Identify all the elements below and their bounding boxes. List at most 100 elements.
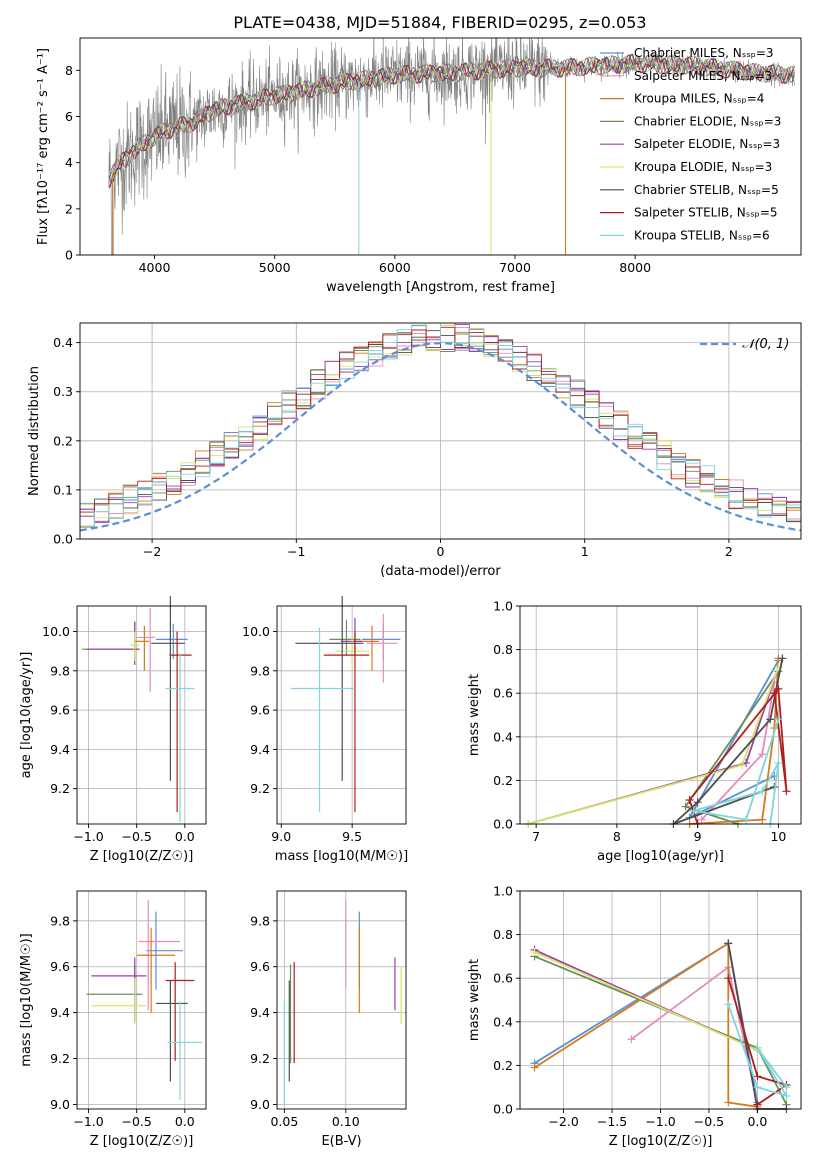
- weight-marker: [753, 1043, 762, 1052]
- y-tick-label: 9.0: [50, 1097, 70, 1112]
- x-tick-label: −2.0: [548, 1114, 578, 1129]
- y-tick-label: 0.6: [493, 686, 513, 701]
- weight_vs_Z-panel: −2.0 −1.5 −1.0 −0.5 0.0 0.0 0.2 0.4 0.6 0.8 1.0 Z […: [467, 884, 802, 1149]
- model-spectrum: [108, 54, 795, 177]
- y-tick-label: 0: [65, 248, 73, 263]
- y-tick-label: 9.4: [250, 1005, 270, 1020]
- weight-marker: [770, 689, 779, 698]
- y-tick-label: 9.4: [50, 742, 70, 757]
- x-tick-label: −1.5: [597, 1114, 627, 1129]
- weight-marker: [753, 1083, 762, 1092]
- legend-label: Chabrier STELIB, Nₛₛₚ=5: [634, 183, 779, 197]
- axes-frame: [276, 605, 407, 825]
- weight-marker: [693, 798, 702, 807]
- y-tick-label: 9.6: [50, 959, 70, 974]
- weight-marker: [774, 684, 783, 693]
- x-tick-label: 0: [437, 544, 445, 559]
- x-tick-label: 0.0: [175, 829, 195, 844]
- figure-title: PLATE=0438, MJD=51884, FIBERID=0295, z=0…: [233, 13, 646, 32]
- y-tick-label: 0.0: [493, 817, 513, 832]
- weight-line: [534, 951, 758, 1051]
- y-tick-label: 9.2: [250, 781, 270, 796]
- weight-marker: [530, 948, 539, 957]
- y-axis-label: mass [log10(M/M☉)]: [19, 933, 34, 1066]
- age_vs_Z-panel: −1.0 −0.5 0.0 9.2 9.4 9.6 9.8 10.0 Z [log10(Z/Z☉…: [19, 596, 207, 864]
- weight-marker: [738, 761, 747, 770]
- weight-line: [527, 666, 780, 825]
- y-tick-label: 0.8: [493, 642, 513, 657]
- weight-marker: [753, 1100, 762, 1109]
- weight-marker: [681, 802, 690, 811]
- x-tick-label: −2: [143, 544, 161, 559]
- x-tick-label: −0.5: [694, 1114, 724, 1129]
- x-tick-label: 7000: [499, 260, 531, 275]
- y-tick-label: 0.4: [493, 729, 513, 744]
- weight-marker: [685, 796, 694, 805]
- gaussian-curve: [80, 342, 801, 532]
- y-tick-label: 9.8: [50, 663, 70, 678]
- x-tick-label: 9.5: [342, 829, 362, 844]
- y-tick-label: 0.2: [493, 773, 513, 788]
- x-tick-label: 4000: [139, 260, 171, 275]
- axes-frame: [519, 605, 802, 825]
- y-tick-label: 0.1: [53, 482, 73, 497]
- y-tick-label: 0.0: [53, 532, 73, 547]
- weight-marker: [782, 1083, 791, 1092]
- legend-label: Kroupa MILES, Nₛₛₚ=4: [634, 92, 764, 106]
- weight-marker: [627, 1035, 636, 1044]
- age_vs_mass-panel: 9.0 9.5 9.2 9.4 9.6 9.8 10.0 mass [log10(M/M☉)]: [242, 596, 408, 864]
- x-tick-label: −1.0: [73, 829, 103, 844]
- x-axis-label: (data-model)/error: [380, 564, 501, 579]
- x-tick-label: 0.0: [747, 1114, 767, 1129]
- x-tick-label: −1.0: [645, 1114, 675, 1129]
- x-axis-label: wavelength [Angstrom, rest frame]: [326, 280, 555, 295]
- x-tick-label: 1: [581, 544, 589, 559]
- weight-marker: [774, 715, 783, 724]
- weight-marker: [758, 787, 767, 796]
- y-axis-label: mass weight: [467, 959, 482, 1041]
- y-tick-label: 0.2: [493, 1058, 513, 1073]
- weight-marker: [758, 815, 767, 824]
- x-tick-label: 5000: [259, 260, 291, 275]
- y-axis-label: Normed distribution: [27, 366, 42, 496]
- y-axis-label: Flux [fλ10⁻¹⁷ erg cm⁻² s⁻¹ A⁻¹]: [36, 48, 51, 245]
- y-tick-label: 0.6: [493, 971, 513, 986]
- x-tick-label: 8000: [619, 260, 651, 275]
- weight-marker: [742, 815, 751, 824]
- x-axis-label: Z [log10(Z/Z☉)]: [90, 849, 194, 864]
- y-axis-label: age [log10(age/yr)]: [19, 652, 34, 779]
- weight-marker: [774, 758, 783, 767]
- y-tick-label: 9.4: [250, 742, 270, 757]
- x-axis-label: E(B-V): [321, 1134, 361, 1149]
- y-tick-label: 4: [65, 155, 73, 170]
- axes-frame: [276, 890, 407, 1110]
- x-tick-label: 6000: [379, 260, 411, 275]
- histograms: [80, 323, 801, 532]
- y-tick-label: 0.2: [53, 433, 73, 448]
- x-tick-label: 9.0: [271, 829, 291, 844]
- x-axis-label: Z [log10(Z/Z☉)]: [90, 1134, 194, 1149]
- weight-line: [727, 977, 789, 1106]
- weight-marker: [724, 974, 733, 983]
- weight-marker: [782, 787, 791, 796]
- weight-marker: [766, 715, 775, 724]
- mass_vs_Z-panel: −1.0 −0.5 0.0 9.0 9.2 9.4 9.6 9.8 Z [log10(Z/Z☉)…: [19, 890, 207, 1149]
- x-tick-label: 0.10: [332, 1114, 360, 1129]
- weight_vs_age-panel: 7 8 9 10 0.0 0.2 0.4 0.6 0.8 1.0 age [log10(age/yr…: [467, 599, 802, 864]
- x-tick-label: −0.5: [122, 829, 152, 844]
- y-tick-label: 8: [65, 63, 73, 78]
- y-tick-label: 6: [65, 109, 73, 124]
- weight-line: [693, 719, 780, 825]
- weight-line: [527, 666, 780, 825]
- legend-label: Salpeter ELODIE, Nₛₛₚ=3: [634, 137, 780, 151]
- y-tick-label: 0.4: [493, 1014, 513, 1029]
- y-tick-label: 9.4: [50, 1005, 70, 1020]
- x-tick-label: 2: [725, 544, 733, 559]
- x-tick-label: 9: [694, 829, 702, 844]
- y-tick-label: 9.8: [250, 913, 270, 928]
- y-tick-label: 9.8: [250, 663, 270, 678]
- model-spectrum: [108, 54, 795, 188]
- model-spectrum: [108, 54, 795, 186]
- legend-label: Chabrier ELODIE, Nₛₛₚ=3: [634, 114, 781, 128]
